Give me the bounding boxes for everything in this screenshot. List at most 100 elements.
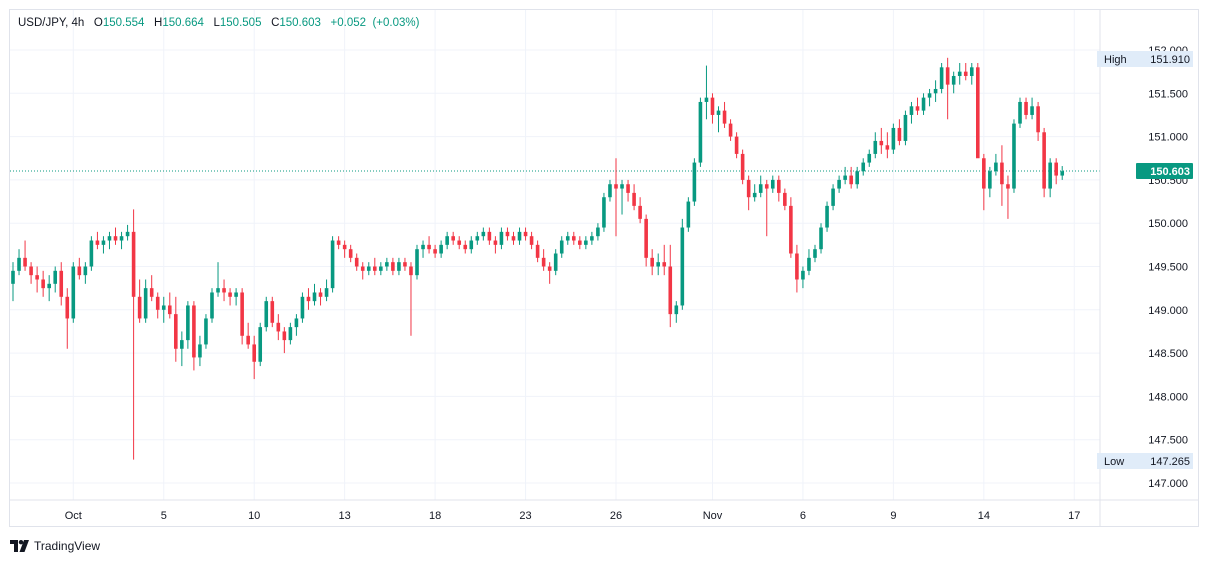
candle[interactable] (825, 201, 829, 232)
candle[interactable] (680, 218, 685, 310)
candle[interactable] (614, 158, 618, 237)
candle[interactable] (541, 249, 546, 271)
candle[interactable] (457, 236, 462, 250)
candle[interactable] (831, 184, 835, 211)
candle[interactable] (789, 197, 793, 258)
candle[interactable] (366, 262, 371, 276)
candle[interactable] (463, 240, 468, 254)
candle[interactable] (674, 301, 679, 323)
candle[interactable] (35, 266, 39, 293)
candle[interactable] (861, 158, 866, 176)
candle[interactable] (945, 57, 950, 120)
candle[interactable] (306, 288, 311, 310)
candle[interactable] (294, 314, 299, 336)
candle[interactable] (499, 227, 504, 250)
candle[interactable] (493, 236, 498, 254)
candle[interactable] (65, 288, 70, 349)
candle[interactable] (728, 119, 733, 141)
candle[interactable] (1018, 97, 1022, 128)
candle[interactable] (397, 257, 401, 276)
candle[interactable] (957, 62, 962, 85)
candle[interactable] (813, 244, 817, 263)
candle[interactable] (324, 279, 329, 302)
candle[interactable] (602, 192, 606, 232)
candle[interactable] (927, 88, 932, 107)
candle[interactable] (903, 110, 908, 146)
candle[interactable] (427, 236, 431, 254)
candle[interactable] (584, 236, 588, 250)
candle[interactable] (891, 123, 896, 154)
candle[interactable] (578, 236, 582, 250)
candle[interactable] (632, 184, 636, 211)
candle[interactable] (258, 322, 263, 367)
candle[interactable] (982, 153, 986, 211)
candle[interactable] (252, 335, 256, 380)
candle[interactable] (403, 257, 407, 271)
candle[interactable] (758, 175, 763, 198)
candle[interactable] (101, 236, 106, 254)
candle[interactable] (897, 119, 902, 146)
candle[interactable] (421, 240, 425, 258)
candle[interactable] (553, 249, 558, 276)
candle[interactable] (300, 292, 305, 323)
candle[interactable] (119, 231, 124, 250)
candle[interactable] (559, 236, 564, 258)
candle[interactable] (234, 288, 238, 306)
candle[interactable] (59, 262, 64, 306)
candle[interactable] (1060, 166, 1065, 180)
candle[interactable] (517, 227, 522, 245)
candle[interactable] (976, 62, 980, 159)
candle[interactable] (951, 71, 956, 94)
candle[interactable] (288, 322, 293, 345)
candle[interactable] (41, 270, 45, 297)
candle[interactable] (379, 262, 383, 276)
candle[interactable] (83, 262, 88, 284)
candle[interactable] (204, 314, 208, 349)
candle[interactable] (348, 244, 353, 263)
candle[interactable] (523, 227, 528, 241)
candle[interactable] (113, 227, 118, 245)
candle[interactable] (710, 93, 715, 124)
candle[interactable] (590, 231, 594, 245)
candle[interactable] (638, 197, 642, 224)
candle[interactable] (270, 296, 275, 328)
candle[interactable] (47, 275, 51, 302)
candle[interactable] (722, 101, 727, 128)
candle[interactable] (330, 236, 335, 293)
candle[interactable] (921, 93, 926, 115)
candle[interactable] (445, 231, 449, 250)
candle[interactable] (11, 262, 15, 302)
candle[interactable] (451, 231, 455, 245)
candle[interactable] (240, 288, 244, 345)
candle[interactable] (1048, 158, 1052, 198)
candle[interactable] (385, 257, 389, 271)
candle[interactable] (264, 296, 269, 332)
candle[interactable] (740, 149, 745, 185)
candle[interactable] (969, 62, 974, 85)
candle[interactable] (716, 106, 721, 133)
candle[interactable] (198, 335, 202, 367)
candle[interactable] (469, 236, 474, 254)
time-axis[interactable]: Oct 5 10 13 18 23 26 Nov 6 9 14 17 (10, 499, 1199, 522)
candle[interactable] (608, 179, 612, 202)
candle[interactable] (53, 266, 58, 293)
candle[interactable] (312, 283, 317, 306)
candle[interactable] (783, 188, 787, 211)
candle[interactable] (89, 236, 94, 271)
candle[interactable] (777, 175, 781, 202)
candle[interactable] (752, 184, 757, 202)
candle[interactable] (23, 240, 27, 271)
symbol-legend[interactable]: USD/JPY, 4h O150.554 H150.664 L150.505 C… (18, 17, 420, 29)
candle[interactable] (855, 166, 859, 189)
candle[interactable] (656, 253, 661, 276)
candle[interactable] (415, 244, 419, 280)
candle[interactable] (565, 231, 570, 245)
candle[interactable] (155, 292, 160, 319)
candle[interactable] (95, 231, 100, 250)
candle[interactable] (336, 236, 341, 250)
candles-layer[interactable] (11, 57, 1065, 460)
candle[interactable] (698, 97, 703, 167)
candle[interactable] (487, 227, 492, 245)
candle[interactable] (620, 179, 624, 215)
candle[interactable] (481, 227, 486, 241)
